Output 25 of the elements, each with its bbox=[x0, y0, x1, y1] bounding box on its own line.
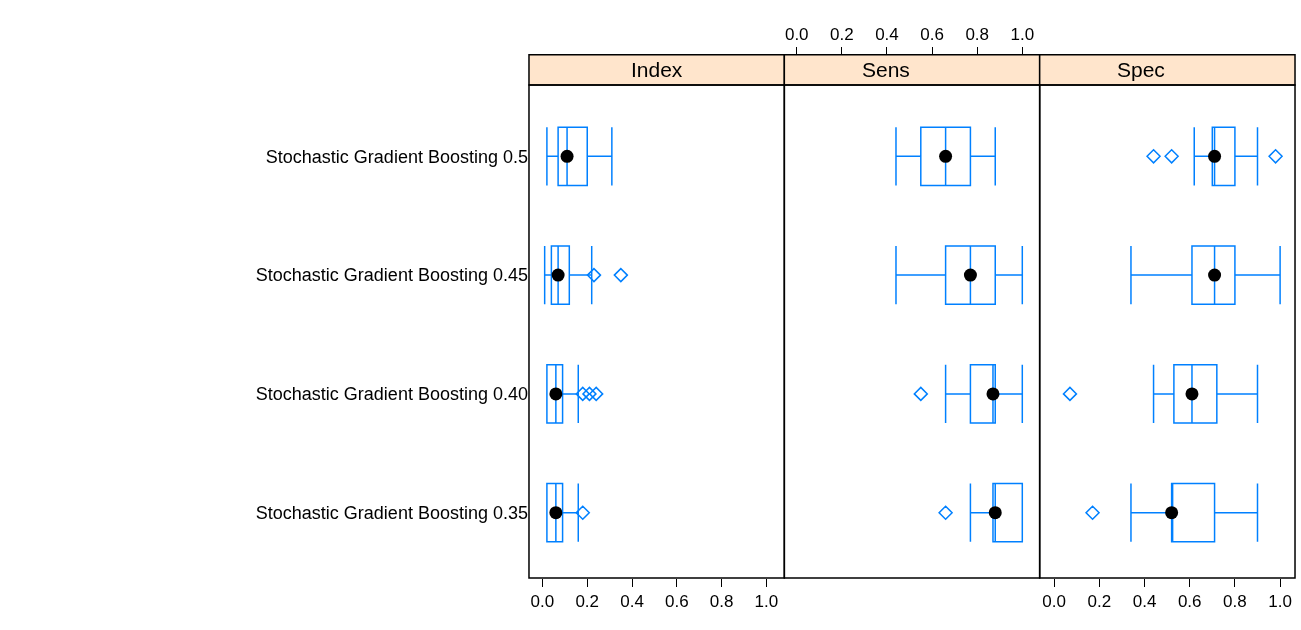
x-tick-label: 0.4 bbox=[875, 25, 899, 45]
chart-title: Spec bbox=[1117, 58, 1165, 81]
x-tick-label: 0.0 bbox=[1042, 592, 1066, 612]
x-tick-label: 0.2 bbox=[830, 25, 854, 45]
chart-title: Sens bbox=[862, 58, 910, 81]
x-tick-label: 0.8 bbox=[709, 592, 734, 612]
x-tick-label: 0.2 bbox=[575, 592, 600, 612]
x-tick-label: 0.6 bbox=[665, 592, 689, 612]
x-tick-label: 1.0 bbox=[754, 592, 779, 612]
x-tick-label: 0.8 bbox=[1223, 592, 1247, 612]
x-tick-label: 1.0 bbox=[1010, 25, 1035, 45]
y-tick-label: Stochastic Gradient Boosting 0.35 bbox=[255, 502, 528, 523]
x-tick-label: 1.0 bbox=[1268, 592, 1292, 612]
y-tick-label: Stochastic Gradient Boosting 0.5 bbox=[265, 146, 528, 167]
x-tick-label: 0.0 bbox=[530, 592, 555, 612]
x-tick-label: 0.2 bbox=[1087, 592, 1112, 612]
x-tick-label: 0.0 bbox=[784, 25, 809, 45]
x-tick-label: 0.6 bbox=[1177, 592, 1202, 612]
chart-title: Index bbox=[631, 58, 683, 81]
y-tick-label: Stochastic Gradient Boosting 0.40 bbox=[255, 384, 528, 405]
x-tick-label: 0.4 bbox=[1132, 592, 1157, 612]
x-tick-label: 0.4 bbox=[620, 592, 644, 612]
x-tick-label: 0.6 bbox=[920, 25, 944, 45]
x-tick-label: 0.8 bbox=[965, 25, 990, 45]
y-tick-label: Stochastic Gradient Boosting 0.45 bbox=[255, 265, 528, 286]
